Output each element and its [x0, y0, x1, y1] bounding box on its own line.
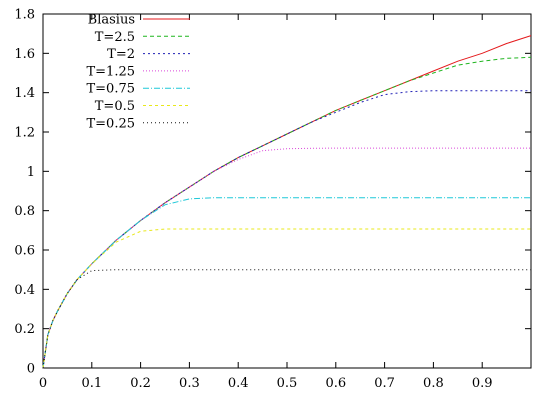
y-tick-label: 1.2 — [14, 126, 35, 141]
y-tick-label: 0.2 — [14, 322, 35, 337]
legend-label-0: Blasius — [88, 13, 135, 28]
series-line-4 — [42, 197, 531, 369]
legend-label-1: T=2.5 — [95, 30, 135, 45]
x-tick-label: 0.3 — [179, 376, 200, 391]
axis-ticks: 0 0.1 0.2 0.3 0.4 0.5 0.6 0.7 0.8 0.9 0 0.2 0.4 0.6 0.… — [14, 8, 531, 391]
y-tick-label: 1.8 — [14, 8, 35, 23]
series-line-3 — [42, 147, 531, 369]
x-tick-label: 0.4 — [228, 376, 249, 391]
y-tick-label: 0.8 — [14, 204, 35, 219]
y-tick-label: 1 — [27, 165, 35, 180]
x-tick-label: 0.6 — [325, 376, 346, 391]
y-tick-label: 1.6 — [14, 47, 35, 62]
y-tick-label: 1.4 — [14, 86, 35, 101]
legend: Blasius T=2.5 T=2 T=1.25 T=0.75 T=0.5 T=0.25 — [86, 13, 190, 131]
y-tick-label: 0 — [27, 362, 35, 377]
legend-label-3: T=1.25 — [86, 64, 135, 79]
x-tick-label: 0.2 — [130, 376, 151, 391]
x-tick-label: 0.7 — [374, 376, 395, 391]
x-tick-label: 0.8 — [423, 376, 444, 391]
x-tick-label: 0 — [39, 376, 47, 391]
legend-label-2: T=2 — [107, 47, 135, 62]
y-tick-label: 0.4 — [14, 283, 35, 298]
series-line-5 — [42, 228, 531, 369]
x-tick-label: 0.9 — [472, 376, 493, 391]
legend-label-4: T=0.75 — [86, 82, 135, 97]
x-tick-label: 0.5 — [277, 376, 298, 391]
series-line-6 — [42, 269, 531, 369]
legend-label-6: T=0.25 — [86, 116, 135, 131]
series-lines — [42, 35, 532, 369]
x-tick-label: 0.1 — [81, 376, 102, 391]
legend-label-5: T=0.5 — [95, 99, 135, 114]
y-tick-label: 0.6 — [14, 244, 35, 259]
